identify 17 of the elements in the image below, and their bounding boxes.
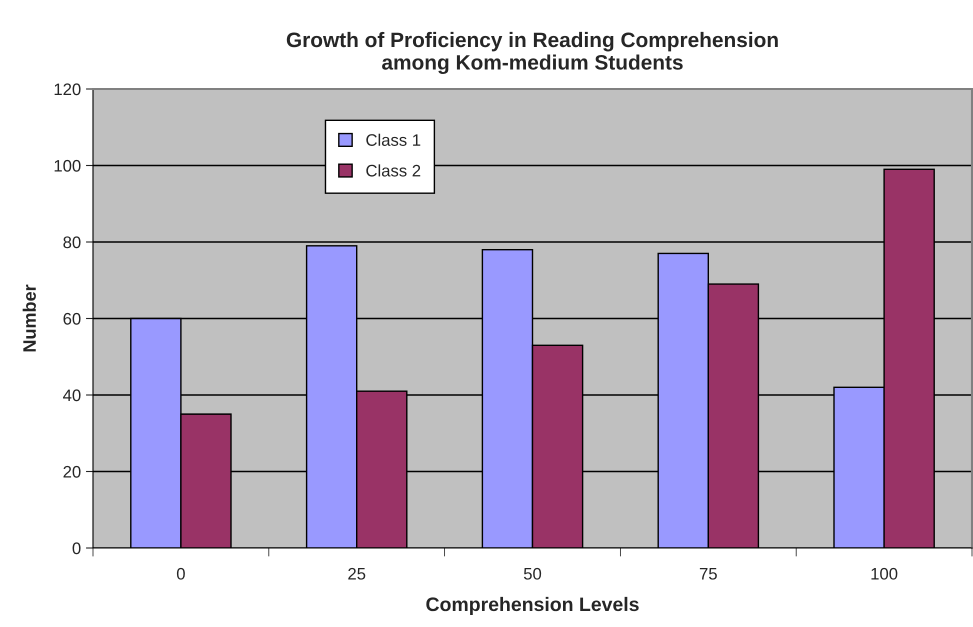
y-tick-label: 40 (63, 389, 81, 402)
legend-label: Class 2 (366, 164, 420, 177)
x-axis-title: Comprehension Levels (426, 596, 639, 615)
chart-title: Growth of Proficiency in Reading Comprehension among Kom-medium Students (286, 32, 778, 74)
legend-label: Class 1 (366, 134, 420, 146)
x-tick-label: 50 (524, 568, 542, 580)
y-tick-label: 120 (54, 83, 81, 96)
y-tick-label: 80 (63, 236, 81, 248)
y-tick-label: 20 (63, 466, 81, 478)
x-tick-label: 25 (348, 568, 366, 580)
y-tick-label: 100 (54, 160, 81, 172)
x-tick-label: 0 (176, 568, 185, 580)
y-tick-label: 0 (72, 542, 81, 554)
y-axis-title: Number (22, 284, 36, 352)
y-tick-label: 60 (64, 312, 81, 325)
x-tick-label: 100 (871, 568, 898, 580)
x-tick-label: 75 (700, 568, 717, 580)
